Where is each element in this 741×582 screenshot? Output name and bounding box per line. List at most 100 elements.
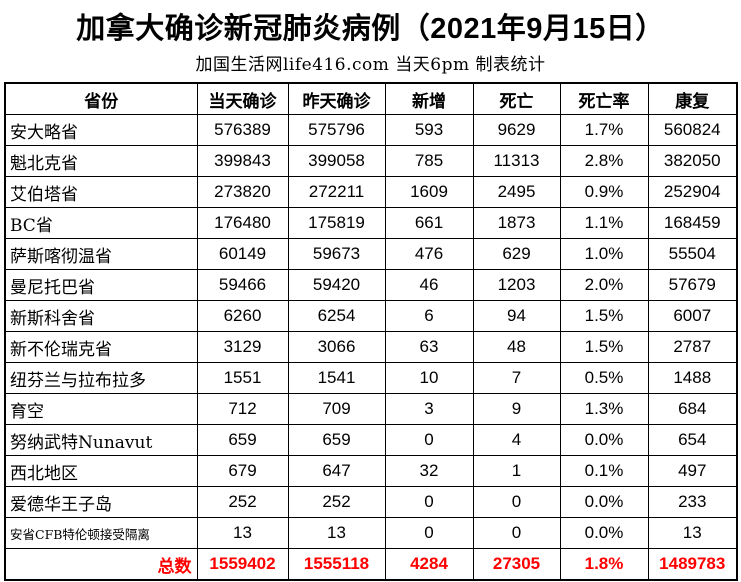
value-cell: 9 bbox=[472, 393, 561, 425]
column-header: 死亡 bbox=[472, 82, 561, 115]
value-cell: 575796 bbox=[287, 114, 386, 146]
value-cell: 785 bbox=[384, 145, 474, 177]
value-cell: 3129 bbox=[196, 331, 289, 363]
value-cell: 661 bbox=[384, 207, 474, 239]
province-cell: 安大略省 bbox=[4, 114, 198, 146]
value-cell: 382050 bbox=[647, 145, 738, 177]
value-cell: 1873 bbox=[472, 207, 561, 239]
column-header: 康复 bbox=[647, 82, 738, 115]
value-cell: 272211 bbox=[287, 176, 386, 208]
value-cell: 0.1% bbox=[559, 455, 649, 487]
value-cell: 659 bbox=[196, 424, 289, 456]
province-cell: 新不伦瑞克省 bbox=[4, 331, 198, 363]
value-cell: 2.0% bbox=[559, 269, 649, 301]
value-cell: 48 bbox=[472, 331, 561, 363]
value-cell: 0 bbox=[384, 424, 474, 456]
value-cell: 13 bbox=[647, 517, 738, 549]
value-cell: 6260 bbox=[196, 300, 289, 332]
value-cell: 13 bbox=[196, 517, 289, 549]
province-cell: 魁北克省 bbox=[4, 145, 198, 177]
value-cell: 1.5% bbox=[559, 331, 649, 363]
value-cell: 3066 bbox=[287, 331, 386, 363]
province-cell: 西北地区 bbox=[4, 455, 198, 487]
value-cell: 252 bbox=[196, 486, 289, 518]
value-cell: 679 bbox=[196, 455, 289, 487]
value-cell: 175819 bbox=[287, 207, 386, 239]
value-cell: 2787 bbox=[647, 331, 738, 363]
value-cell: 13 bbox=[287, 517, 386, 549]
value-cell: 233 bbox=[647, 486, 738, 518]
value-cell: 2495 bbox=[472, 176, 561, 208]
covid-cases-table: 省份 当天确诊 昨天确诊 新增 死亡 死亡率 康复 安大略省 576389 575796 593 9… bbox=[4, 82, 738, 581]
value-cell: 10 bbox=[384, 362, 474, 394]
value-cell: 709 bbox=[287, 393, 386, 425]
table-row: 艾伯塔省 273820 272211 1609 2495 0.9% 252904 bbox=[4, 176, 738, 208]
province-cell: 曼尼托巴省 bbox=[4, 269, 198, 301]
table-row: 萨斯喀彻温省 60149 59673 476 629 1.0% 55504 bbox=[4, 238, 738, 270]
value-cell: 1 bbox=[472, 455, 561, 487]
value-cell: 1609 bbox=[384, 176, 474, 208]
value-cell: 4 bbox=[472, 424, 561, 456]
value-cell: 2.8% bbox=[559, 145, 649, 177]
value-cell: 399058 bbox=[287, 145, 386, 177]
value-cell: 1.1% bbox=[559, 207, 649, 239]
table-row: 安省CFB特伦顿接受隔离 13 13 0 0 0.0% 13 bbox=[4, 517, 738, 549]
table-row: 新斯科舍省 6260 6254 6 94 1.5% 6007 bbox=[4, 300, 738, 332]
value-cell: 0.0% bbox=[559, 517, 649, 549]
value-cell: 32 bbox=[384, 455, 474, 487]
value-cell: 59466 bbox=[196, 269, 289, 301]
value-cell: 60149 bbox=[196, 238, 289, 270]
value-cell: 6 bbox=[384, 300, 474, 332]
value-cell: 63 bbox=[384, 331, 474, 363]
value-cell: 654 bbox=[647, 424, 738, 456]
table-row: 魁北克省 399843 399058 785 11313 2.8% 382050 bbox=[4, 145, 738, 177]
value-cell: 55504 bbox=[647, 238, 738, 270]
column-header: 死亡率 bbox=[559, 82, 649, 115]
value-cell: 1551 bbox=[196, 362, 289, 394]
value-cell: 252904 bbox=[647, 176, 738, 208]
covid-stats-page: 加拿大确诊新冠肺炎病例（2021年9月15日） 加国生活网life416.com… bbox=[0, 5, 741, 581]
value-cell: 1541 bbox=[287, 362, 386, 394]
value-cell: 0.9% bbox=[559, 176, 649, 208]
value-cell: 9629 bbox=[472, 114, 561, 146]
value-cell: 0 bbox=[472, 486, 561, 518]
province-cell: 爱德华王子岛 bbox=[4, 486, 198, 518]
province-cell: 努纳武特Nunavut bbox=[4, 424, 198, 456]
value-cell: 560824 bbox=[647, 114, 738, 146]
province-cell: 安省CFB特伦顿接受隔离 bbox=[4, 517, 198, 549]
value-cell: 46 bbox=[384, 269, 474, 301]
value-cell: 0.0% bbox=[559, 486, 649, 518]
table-total-row: 总数 1559402 1555118 4284 27305 1.8% 1489783 bbox=[4, 548, 738, 581]
value-cell: 647 bbox=[287, 455, 386, 487]
province-cell: BC省 bbox=[4, 207, 198, 239]
value-cell: 252 bbox=[287, 486, 386, 518]
value-cell: 0 bbox=[472, 517, 561, 549]
province-cell: 艾伯塔省 bbox=[4, 176, 198, 208]
total-value-cell: 1489783 bbox=[647, 548, 738, 581]
value-cell: 1488 bbox=[647, 362, 738, 394]
province-cell: 萨斯喀彻温省 bbox=[4, 238, 198, 270]
value-cell: 0.0% bbox=[559, 424, 649, 456]
value-cell: 684 bbox=[647, 393, 738, 425]
value-cell: 59673 bbox=[287, 238, 386, 270]
value-cell: 593 bbox=[384, 114, 474, 146]
value-cell: 6254 bbox=[287, 300, 386, 332]
table-row: 西北地区 679 647 32 1 0.1% 497 bbox=[4, 455, 738, 487]
province-cell: 新斯科舍省 bbox=[4, 300, 198, 332]
value-cell: 399843 bbox=[196, 145, 289, 177]
value-cell: 7 bbox=[472, 362, 561, 394]
value-cell: 94 bbox=[472, 300, 561, 332]
page-title: 加拿大确诊新冠肺炎病例（2021年9月15日） bbox=[76, 13, 665, 45]
value-cell: 1.3% bbox=[559, 393, 649, 425]
table-row: 新不伦瑞克省 3129 3066 63 48 1.5% 2787 bbox=[4, 331, 738, 363]
value-cell: 0 bbox=[384, 517, 474, 549]
table-row: 纽芬兰与拉布拉多 1551 1541 10 7 0.5% 1488 bbox=[4, 362, 738, 394]
province-cell: 纽芬兰与拉布拉多 bbox=[4, 362, 198, 394]
value-cell: 576389 bbox=[196, 114, 289, 146]
value-cell: 476 bbox=[384, 238, 474, 270]
value-cell: 59420 bbox=[287, 269, 386, 301]
column-header: 昨天确诊 bbox=[287, 82, 386, 115]
value-cell: 168459 bbox=[647, 207, 738, 239]
value-cell: 659 bbox=[287, 424, 386, 456]
value-cell: 1.0% bbox=[559, 238, 649, 270]
